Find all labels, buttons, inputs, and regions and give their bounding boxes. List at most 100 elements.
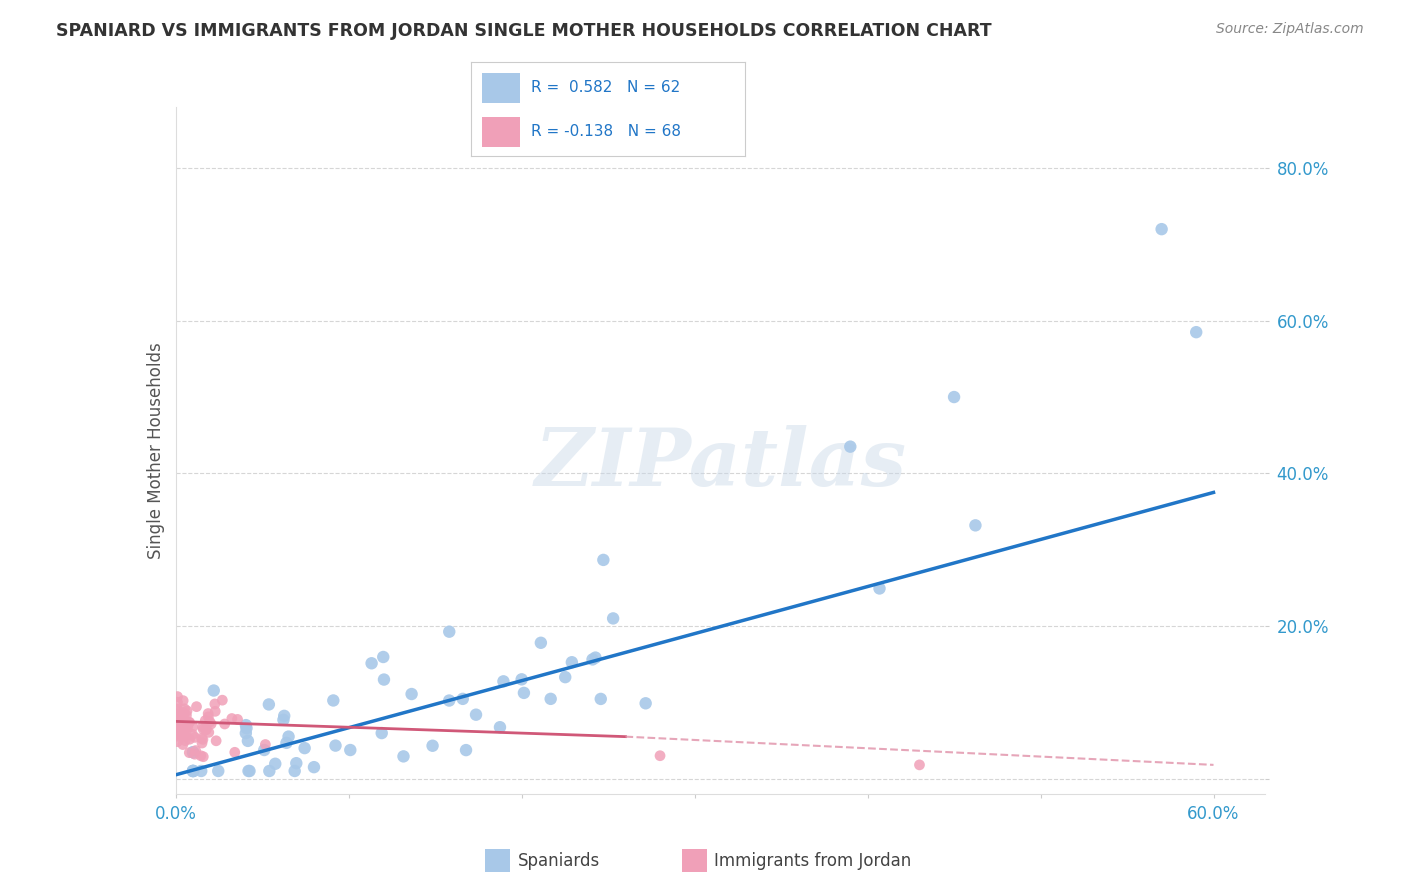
Point	[202, 683, 225, 698]
Point	[169, 714, 191, 728]
Point	[194, 714, 217, 728]
Point	[634, 696, 657, 710]
Point	[204, 697, 226, 711]
Point	[173, 716, 195, 731]
Point	[254, 738, 277, 752]
Point	[184, 747, 207, 762]
Point	[193, 749, 215, 764]
Point	[170, 727, 193, 741]
Point	[221, 712, 243, 726]
Point	[181, 720, 204, 734]
Point	[166, 710, 188, 724]
Point	[179, 715, 201, 730]
Point	[238, 764, 260, 778]
Point	[360, 657, 382, 671]
Point	[592, 553, 614, 567]
Point	[869, 582, 891, 596]
Text: R =  0.582   N = 62: R = 0.582 N = 62	[531, 80, 681, 95]
Point	[173, 713, 195, 727]
Point	[174, 729, 197, 743]
Point	[191, 736, 214, 750]
Bar	[482, 73, 520, 103]
Point	[181, 764, 204, 778]
Point	[186, 699, 208, 714]
Point	[510, 673, 533, 687]
Point	[166, 695, 188, 709]
Point	[253, 743, 276, 757]
Point	[194, 723, 217, 737]
Point	[191, 732, 214, 747]
Point	[264, 756, 287, 771]
Point	[235, 721, 257, 735]
Point	[166, 690, 188, 704]
Point	[965, 518, 987, 533]
Point	[207, 764, 229, 778]
Bar	[482, 117, 520, 147]
Point	[1150, 222, 1173, 236]
Point	[176, 724, 198, 739]
Point	[908, 757, 931, 772]
Point	[174, 733, 197, 747]
Point	[259, 764, 281, 778]
Point	[454, 743, 477, 757]
Point	[169, 705, 191, 719]
Point	[211, 693, 233, 707]
Point	[200, 717, 222, 731]
Point	[489, 720, 512, 734]
Point	[401, 687, 423, 701]
Point	[184, 731, 207, 745]
Point	[181, 745, 204, 759]
Point	[195, 723, 218, 737]
Point	[197, 710, 219, 724]
Point	[166, 719, 188, 733]
Point	[167, 721, 190, 735]
Point	[166, 713, 188, 727]
Point	[1185, 325, 1208, 339]
Point	[648, 748, 671, 763]
Point	[492, 674, 515, 689]
Point	[184, 743, 207, 757]
Point	[583, 650, 606, 665]
Point	[169, 727, 191, 741]
Point	[294, 741, 316, 756]
Point	[530, 636, 553, 650]
Y-axis label: Single Mother Households: Single Mother Households	[146, 343, 165, 558]
Point	[204, 704, 226, 718]
Point	[276, 736, 298, 750]
Point	[226, 713, 249, 727]
Point	[439, 624, 461, 639]
Point	[285, 756, 308, 771]
Point	[465, 707, 488, 722]
Point	[437, 693, 460, 707]
Point	[166, 734, 188, 748]
Point	[581, 652, 603, 666]
Point	[284, 764, 307, 778]
Point	[370, 726, 392, 740]
Point	[197, 706, 219, 721]
Point	[179, 746, 201, 760]
Point	[176, 704, 198, 718]
Point	[839, 440, 862, 454]
Point	[540, 691, 562, 706]
Point	[339, 743, 361, 757]
Point	[235, 726, 257, 740]
Point	[554, 670, 576, 684]
Point	[322, 693, 344, 707]
Point	[205, 733, 228, 747]
Point	[392, 749, 415, 764]
Point	[224, 745, 246, 759]
Point	[513, 686, 536, 700]
Point	[191, 720, 214, 734]
Point	[273, 713, 295, 727]
Point	[166, 702, 188, 716]
Point	[943, 390, 966, 404]
Point	[166, 722, 188, 736]
Point	[235, 718, 257, 732]
Point	[198, 714, 221, 729]
Text: Spaniards: Spaniards	[517, 852, 599, 870]
Point	[325, 739, 347, 753]
Point	[172, 738, 194, 752]
Text: Source: ZipAtlas.com: Source: ZipAtlas.com	[1216, 22, 1364, 37]
Point	[277, 730, 299, 744]
Point	[190, 731, 212, 746]
